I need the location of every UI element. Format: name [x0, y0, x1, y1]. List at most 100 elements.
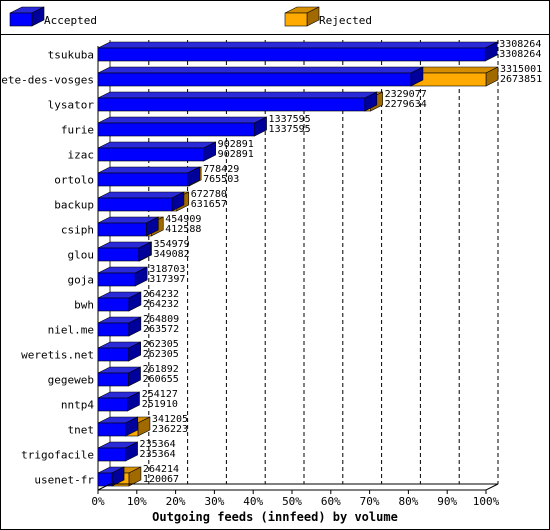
- bar-accepted-backup-top: [97, 191, 185, 199]
- bar-group-goja: [97, 266, 148, 287]
- bar-accepted-bete-des-vosges-top: [97, 66, 424, 74]
- bar-group-bwh: [97, 291, 142, 312]
- grid: [97, 40, 499, 490]
- x-tick-label-70: 70%: [360, 495, 380, 508]
- legend-swatch-accepted-box-front: [9, 12, 33, 27]
- bar-group-glou: [97, 241, 152, 262]
- bar-accepted-tnet-front: [97, 422, 126, 437]
- category-label-tsukuba: tsukuba: [48, 49, 94, 62]
- value-total-tnet: 341205: [152, 414, 188, 425]
- value-total-glou: 354979: [154, 239, 190, 250]
- value-accepted-weretis.net: 262305: [143, 349, 179, 360]
- x-tick-label-90: 90%: [437, 495, 457, 508]
- category-label-trigofacile: trigofacile: [21, 449, 94, 462]
- bar-group-backup: [97, 191, 190, 212]
- value-total-bete-des-vosges: 3315001: [500, 64, 542, 75]
- category-label-glou: glou: [68, 249, 95, 262]
- value-accepted-glou: 349082: [154, 249, 190, 260]
- bar-accepted-lysator: [97, 91, 378, 112]
- bar-accepted-bete-des-vosges-front: [97, 72, 412, 87]
- category-label-ortolo: ortolo: [54, 174, 94, 187]
- value-total-furie: 1337595: [269, 114, 311, 125]
- category-label-furie: furie: [61, 124, 94, 137]
- bar-group-trigofacile: [97, 441, 138, 462]
- category-label-csiph: csiph: [61, 224, 94, 237]
- legend-label-accepted: Accepted: [44, 14, 97, 27]
- value-total-weretis.net: 262305: [143, 339, 179, 350]
- x-tick-label-0: 0%: [91, 495, 105, 508]
- bar-group-lysator: [97, 91, 383, 112]
- bar-accepted-goja-front: [97, 272, 136, 287]
- bar-accepted-backup-front: [97, 197, 173, 212]
- legend-swatch-accepted-box: [9, 6, 45, 27]
- bar-accepted-furie-front: [97, 122, 255, 137]
- value-total-lysator: 2329077: [385, 89, 427, 100]
- value-accepted-goja: 317397: [149, 274, 185, 285]
- x-axis: 0% 10% 20% 30% 40% 50% 60% 70% 80% 90% 100%: [91, 483, 500, 508]
- bar-accepted-ortolo: [97, 166, 200, 187]
- value-accepted-tsukuba: 3308264: [499, 49, 541, 60]
- category-label-nntp4: nntp4: [61, 399, 94, 412]
- bar-accepted-izac-front: [97, 147, 204, 162]
- legend-item-rejected: Rejected: [284, 6, 372, 27]
- value-accepted-bwh: 264232: [143, 299, 179, 310]
- x-axis-title: Outgoing feeds (innfeed) by volume: [152, 510, 398, 524]
- bars: [97, 41, 499, 487]
- legend: Accepted Rejected: [9, 6, 372, 27]
- bar-accepted-gegeweb: [97, 366, 141, 387]
- bar-accepted-niel.me-front: [97, 322, 130, 337]
- category-label-goja: goja: [68, 274, 95, 287]
- bar-accepted-bwh: [97, 291, 142, 312]
- bar-accepted-trigofacile-front: [97, 447, 126, 462]
- value-total-backup: 672780: [191, 189, 227, 200]
- category-label-bete-des-vosges: bete-des-vosges: [0, 74, 94, 87]
- bar-group-ortolo: [97, 166, 202, 187]
- category-label-lysator: lysator: [48, 99, 95, 112]
- value-accepted-lysator: 2279634: [385, 99, 427, 110]
- bar-group-niel.me: [97, 316, 142, 337]
- category-label-bwh: bwh: [74, 299, 94, 312]
- category-label-backup: backup: [54, 199, 94, 212]
- value-total-usenet-fr: 264214: [143, 464, 179, 475]
- category-label-gegeweb: gegeweb: [48, 374, 94, 387]
- value-accepted-nntp4: 251910: [142, 399, 178, 410]
- value-accepted-csiph: 412588: [165, 224, 201, 235]
- bar-accepted-csiph-front: [97, 222, 147, 237]
- value-accepted-ortolo: 765503: [203, 174, 239, 185]
- x-tick-label-20: 20%: [166, 495, 186, 508]
- bar-group-tsukuba: [97, 41, 498, 62]
- bar-accepted-lysator-front: [97, 97, 366, 112]
- bar-group-gegeweb: [97, 366, 141, 387]
- x-axis-floor: [97, 483, 499, 491]
- bar-accepted-goja: [97, 266, 148, 287]
- bar-accepted-niel.me: [97, 316, 142, 337]
- bar-accepted-izac-top: [97, 141, 216, 149]
- bar-accepted-tnet: [97, 416, 138, 437]
- bar-group-weretis.net: [97, 341, 142, 362]
- bar-group-furie: [97, 116, 267, 137]
- bar-accepted-nntp4-front: [97, 397, 128, 412]
- value-accepted-niel.me: 263572: [143, 324, 179, 335]
- bar-accepted-lysator-top: [97, 91, 377, 99]
- category-labels: tsukuba bete-des-vosges lysator furie izac or…: [0, 49, 94, 487]
- bar-accepted-weretis.net: [97, 341, 142, 362]
- value-accepted-izac: 902891: [218, 149, 254, 160]
- bar-group-bete-des-vosges: [97, 66, 499, 87]
- value-total-tsukuba: 3308264: [499, 39, 541, 50]
- value-accepted-backup: 631657: [191, 199, 227, 210]
- bar-accepted-usenet-fr: [97, 466, 125, 487]
- category-label-izac: izac: [68, 149, 95, 162]
- bar-accepted-nntp4: [97, 391, 140, 412]
- value-total-gegeweb: 261892: [143, 364, 179, 375]
- bar-group-izac: [97, 141, 216, 162]
- legend-swatch-rejected-box-front: [284, 12, 308, 27]
- bar-rejected-bete-des-vosges: [410, 66, 499, 87]
- bar-group-tnet: [97, 416, 151, 437]
- value-accepted-tnet: 236223: [152, 424, 188, 435]
- bar-accepted-ortolo-top: [97, 166, 200, 174]
- value-total-bwh: 264232: [143, 289, 179, 300]
- x-tick-label-80: 80%: [398, 495, 418, 508]
